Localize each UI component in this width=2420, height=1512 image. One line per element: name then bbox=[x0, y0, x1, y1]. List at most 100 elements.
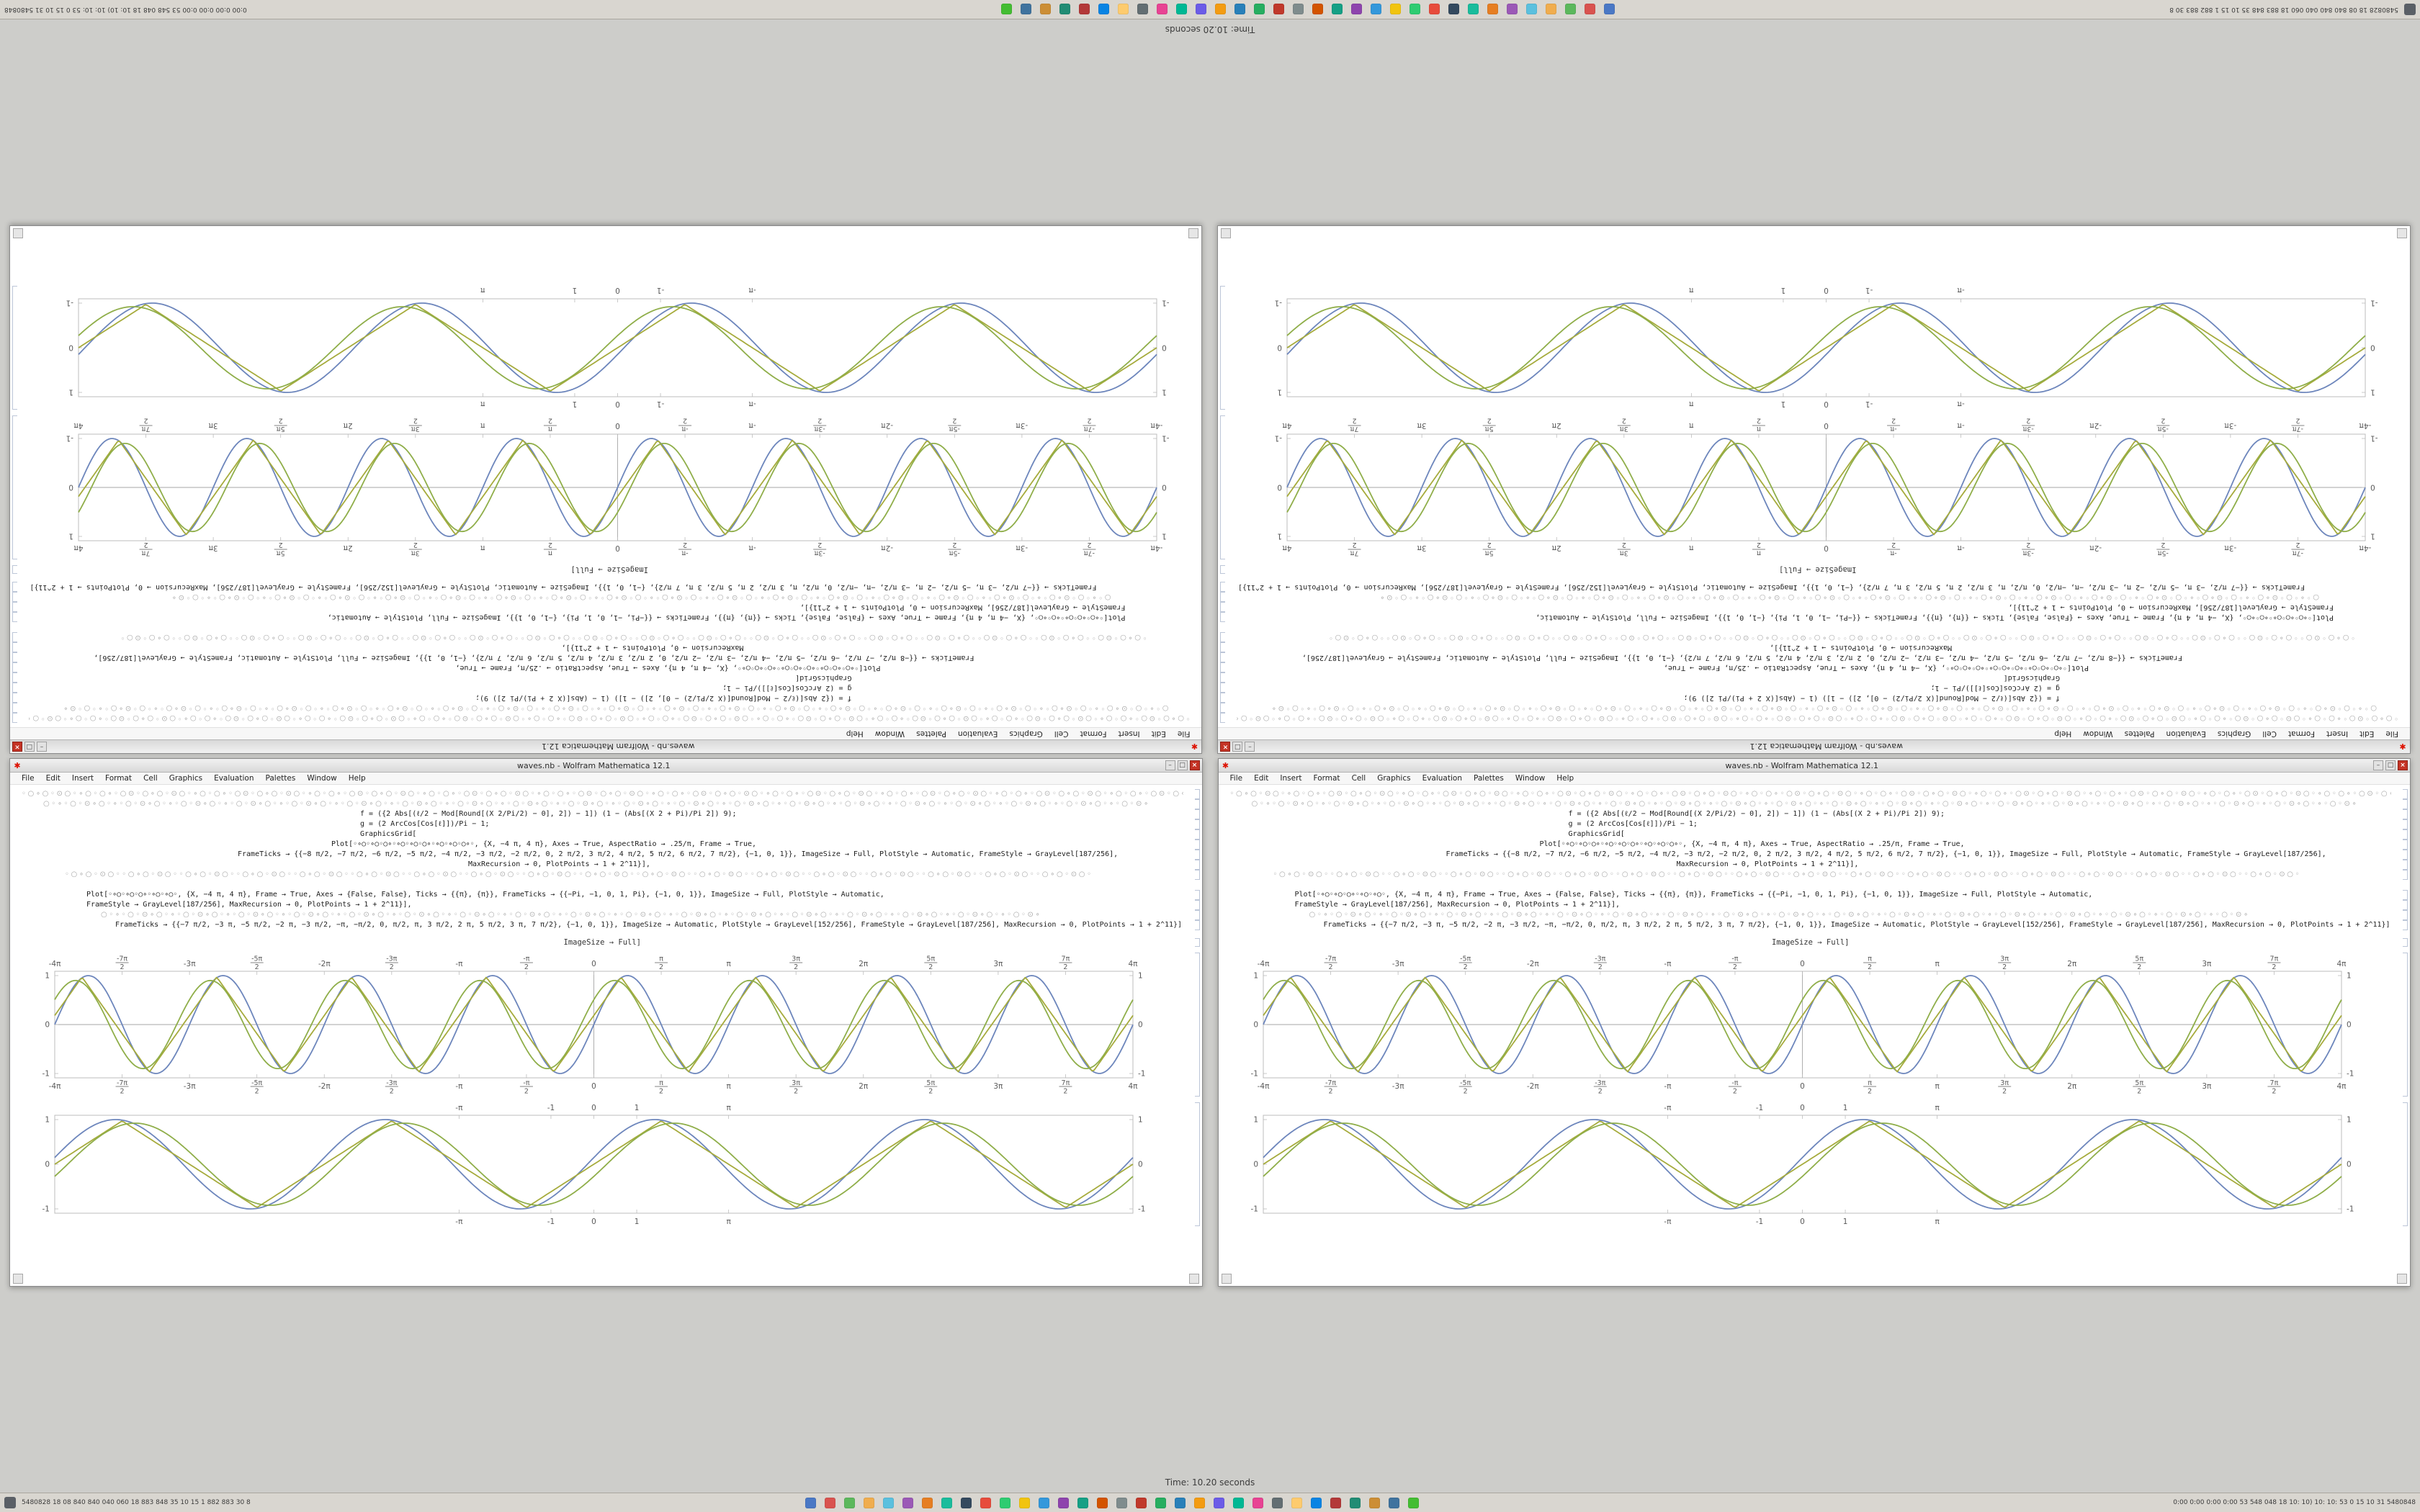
code-cell-flipped[interactable]: g = (2 ArcCos[Cos[ℓ]])/Pi − 1; bbox=[722, 684, 852, 692]
cell-bracket[interactable] bbox=[1194, 938, 1200, 947]
taskbar-app-icon-flipped[interactable] bbox=[1215, 4, 1226, 15]
taskbar-app-icon-flipped[interactable] bbox=[1118, 4, 1129, 15]
resize-grip[interactable] bbox=[1221, 1274, 1232, 1284]
taskbar-app-icon-flipped[interactable] bbox=[1448, 4, 1459, 15]
launcher-icon-flipped[interactable] bbox=[2404, 4, 2416, 15]
cell-bracket-flipped[interactable] bbox=[1220, 632, 1226, 642]
cell-bracket-flipped[interactable] bbox=[12, 642, 17, 652]
cell-bracket-flipped[interactable] bbox=[1220, 582, 1226, 592]
cell-bracket-flipped[interactable] bbox=[1220, 683, 1226, 693]
cell-dots-flipped[interactable]: ○◦∘◦○◦⊙∘○◦∘◦○◦⊙∘○◦∘◦○◦⊙∘○◦∘◦○◦⊙∘○◦∘◦○◦⊙∘… bbox=[170, 593, 1111, 601]
resize-grip-flipped[interactable] bbox=[2397, 228, 2407, 238]
taskbar-app-icon-flipped[interactable] bbox=[1157, 4, 1168, 15]
cell-bracket[interactable] bbox=[2403, 953, 2408, 1097]
taskbar-app-icon[interactable] bbox=[1136, 1497, 1147, 1508]
cell-dots[interactable]: ○◦∘◦○◦⊙∘○◦∘◦○◦⊙∘○◦∘◦○◦⊙∘○◦∘◦○◦⊙∘○◦∘◦○◦⊙∘… bbox=[1251, 800, 2359, 808]
code-cell-flipped[interactable]: MaxRecursion → 0, PlotPoints → 1 + 2^11}… bbox=[561, 644, 744, 652]
taskbar-app-icon[interactable] bbox=[883, 1497, 894, 1508]
cell-bracket[interactable] bbox=[1194, 870, 1200, 880]
cell-bracket[interactable] bbox=[1194, 953, 1200, 1097]
cell-bracket[interactable] bbox=[1194, 1102, 1200, 1226]
menu-item-file-flipped[interactable]: File bbox=[1177, 729, 1191, 738]
taskbar-app-icon[interactable] bbox=[922, 1497, 933, 1508]
taskbar-app-icon-flipped[interactable] bbox=[1021, 4, 1031, 15]
cell-bracket[interactable] bbox=[2403, 920, 2408, 930]
cell-bracket-flipped[interactable] bbox=[1220, 703, 1226, 713]
cell-bracket[interactable] bbox=[1194, 819, 1200, 829]
code-cell[interactable]: FrameTicks → {{−7 π/2, −3 π, −5 π/2, −2 … bbox=[1323, 921, 2390, 929]
cell-bracket[interactable] bbox=[1194, 890, 1200, 900]
taskbar-app-icon[interactable] bbox=[1389, 1497, 1399, 1508]
cell-bracket[interactable] bbox=[2403, 819, 2408, 829]
menu-item-format-flipped[interactable]: Format bbox=[2287, 729, 2315, 738]
code-cell-flipped[interactable]: g = (2 ArcCos[Cos[ℓ]])/Pi − 1; bbox=[1930, 684, 2060, 692]
minimize-button[interactable]: – bbox=[2373, 760, 2383, 770]
taskbar-app-icon-flipped[interactable] bbox=[1273, 4, 1284, 15]
cell-dots[interactable]: ○◦∘◦○◦⊙∘○◦∘◦○◦⊙∘○◦∘◦○◦⊙∘○◦∘◦○◦⊙∘○◦∘◦○◦⊙∘… bbox=[43, 800, 1150, 808]
cell-dots-flipped[interactable]: ○◦∘◦○◦⊙∘○◦∘◦○◦⊙∘○◦∘◦○◦⊙∘○◦∘◦○◦⊙∘○◦∘◦○◦⊙∘… bbox=[61, 704, 1169, 712]
cell-dots[interactable]: ◦○∘○◦⊙○◦◦○∘○◦⊙○◦◦○∘○◦⊙○◦◦○∘○◦⊙○◦◦○∘○◦⊙○◦… bbox=[65, 870, 1093, 878]
cell-dots-flipped[interactable]: ◦○∘○◦⊙○◦∘○◦○∘◦○⊙◦○∘○◦⊙○◦∘○◦○∘◦○⊙◦○∘○◦⊙○◦… bbox=[29, 714, 1191, 722]
taskbar-app-icon[interactable] bbox=[844, 1497, 855, 1508]
menu-item-evaluation-flipped[interactable]: Evaluation bbox=[2166, 729, 2206, 738]
cell-bracket-flipped[interactable] bbox=[12, 632, 17, 642]
code-cell-flipped[interactable]: Plot[◦∘○◦∘○◦○∘◦∘○◦∘○◦, {X, −4 π, 4 π}, F… bbox=[1536, 613, 2334, 621]
code-cell-flipped[interactable]: FrameStyle → GrayLevel[187/256], MaxRecu… bbox=[2008, 603, 2334, 611]
taskbar-app-icon-flipped[interactable] bbox=[1371, 4, 1381, 15]
menu-item-graphics[interactable]: Graphics bbox=[169, 774, 203, 783]
taskbar-app-icon[interactable] bbox=[864, 1497, 874, 1508]
maximize-button-flipped[interactable]: □ bbox=[1232, 742, 1243, 752]
code-cell[interactable]: g = (2 ArcCos[Cos[ℓ]])/Pi − 1; bbox=[1568, 820, 1698, 828]
taskbar-app-icon[interactable] bbox=[980, 1497, 991, 1508]
taskbar-app-icon-flipped[interactable] bbox=[1254, 4, 1265, 15]
code-cell-flipped[interactable]: FrameTicks → {{−8 π/2, −7 π/2, −6 π/2, −… bbox=[1301, 654, 2182, 662]
taskbar-app-icon-flipped[interactable] bbox=[1410, 4, 1420, 15]
plot-graphic-2-flipped[interactable]: -π -π -1 -1 0 0 1 1 π π 1 1 0 0 -1 -1 bbox=[1237, 286, 2399, 410]
taskbar-app-icon[interactable] bbox=[825, 1497, 835, 1508]
taskbar-app-icon-flipped[interactable] bbox=[1137, 4, 1148, 15]
code-cell-flipped[interactable]: f = ({2 Abs[(ℓ/2 − Mod[Round[(X 2/Pi/2) … bbox=[475, 694, 852, 702]
taskbar-app-icon[interactable] bbox=[1097, 1497, 1108, 1508]
cell-bracket[interactable] bbox=[2403, 870, 2408, 880]
cell-dots-flipped[interactable]: ○◦∘◦○◦⊙∘○◦∘◦○◦⊙∘○◦∘◦○◦⊙∘○◦∘◦○◦⊙∘○◦∘◦○◦⊙∘… bbox=[1378, 593, 2319, 601]
cell-bracket-flipped[interactable] bbox=[1220, 612, 1226, 622]
taskbar-app-icon-flipped[interactable] bbox=[1332, 4, 1343, 15]
menu-item-palettes-flipped[interactable]: Palettes bbox=[2124, 729, 2155, 738]
resize-grip-flipped[interactable] bbox=[1188, 228, 1199, 238]
menu-item-file-flipped[interactable]: File bbox=[2385, 729, 2398, 738]
taskbar-app-icon[interactable] bbox=[1000, 1497, 1010, 1508]
taskbar-app-icon-flipped[interactable] bbox=[1176, 4, 1187, 15]
cell-bracket-flipped[interactable] bbox=[1220, 642, 1226, 652]
code-cell[interactable]: Plot[◦∘○◦∘○◦○∘◦∘○◦∘○◦, {X, −4 π, 4 π}, F… bbox=[86, 891, 884, 899]
cell-bracket-flipped[interactable] bbox=[12, 713, 17, 723]
maximize-button[interactable]: □ bbox=[2385, 760, 2396, 770]
code-cell[interactable]: f = ({2 Abs[(ℓ/2 − Mod[Round[(X 2/Pi/2) … bbox=[360, 810, 737, 818]
menu-item-palettes[interactable]: Palettes bbox=[265, 774, 296, 783]
close-button[interactable]: × bbox=[1189, 760, 1200, 770]
plot-graphic-2[interactable]: -π -π -1 -1 0 0 1 1 π π 1 1 0 0 -1 -1 bbox=[22, 1102, 1183, 1226]
cell-bracket[interactable] bbox=[1194, 920, 1200, 930]
cell-bracket-flipped[interactable] bbox=[12, 286, 17, 410]
menu-item-insert-flipped[interactable]: Insert bbox=[1118, 729, 1140, 738]
titlebar[interactable]: ✱ waves.nb - Wolfram Mathematica 12.1 – … bbox=[10, 759, 1202, 773]
plot-graphic-1[interactable]: -4π -4π -7π 2 -7π 2 -3π -3π -5π 2 -5π 2 -2π -2π -3π 2 -3… bbox=[1230, 953, 2392, 1097]
cell-bracket[interactable] bbox=[1194, 789, 1200, 799]
menu-item-format[interactable]: Format bbox=[105, 774, 133, 783]
taskbar-app-icon-flipped[interactable] bbox=[1312, 4, 1323, 15]
cell-bracket-flipped[interactable] bbox=[1220, 652, 1226, 662]
plot-graphic-2[interactable]: -π -π -1 -1 0 0 1 1 π π 1 1 0 0 -1 -1 bbox=[1230, 1102, 2392, 1226]
taskbar-app-icon[interactable] bbox=[1233, 1497, 1244, 1508]
cell-bracket-flipped[interactable] bbox=[12, 652, 17, 662]
taskbar-app-icon[interactable] bbox=[1058, 1497, 1069, 1508]
cell-dots-flipped[interactable]: ◦○∘○◦⊙○◦◦○∘○◦⊙○◦◦○∘○◦⊙○◦◦○∘○◦⊙○◦◦○∘○◦⊙○◦… bbox=[118, 634, 1147, 642]
cell-bracket-flipped[interactable] bbox=[1220, 286, 1226, 410]
code-cell[interactable]: FrameStyle → GrayLevel[187/256], MaxRecu… bbox=[86, 901, 412, 909]
menu-item-edit[interactable]: Edit bbox=[1254, 774, 1269, 783]
cell-bracket[interactable] bbox=[1194, 900, 1200, 910]
cell-bracket[interactable] bbox=[2403, 799, 2408, 809]
cell-bracket[interactable] bbox=[1194, 829, 1200, 840]
taskbar-app-icon[interactable] bbox=[961, 1497, 972, 1508]
cell-dots-flipped[interactable]: ○◦∘◦○◦⊙∘○◦∘◦○◦⊙∘○◦∘◦○◦⊙∘○◦∘◦○◦⊙∘○◦∘◦○◦⊙∘… bbox=[1270, 704, 2377, 712]
code-cell-flipped[interactable]: MaxRecursion → 0, PlotPoints → 1 + 2^11}… bbox=[1770, 644, 1952, 652]
menu-item-edit-flipped[interactable]: Edit bbox=[2360, 729, 2375, 738]
